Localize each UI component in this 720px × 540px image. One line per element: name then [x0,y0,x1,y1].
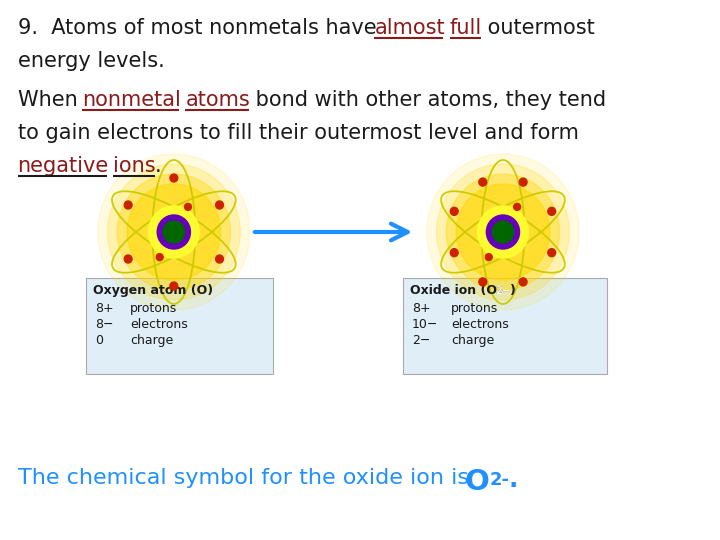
Circle shape [487,215,520,249]
Text: .: . [509,468,518,492]
Text: charge: charge [130,334,173,347]
Circle shape [548,248,556,256]
Text: Oxide ion (O: Oxide ion (O [410,284,498,297]
Circle shape [107,164,240,300]
Circle shape [170,282,178,290]
Text: 8+: 8+ [95,302,113,315]
Circle shape [427,154,579,310]
Text: O: O [465,468,490,496]
Circle shape [117,174,230,290]
Text: atoms: atoms [186,90,250,110]
Circle shape [485,254,492,261]
Circle shape [127,184,221,280]
Text: electrons: electrons [451,318,509,331]
Circle shape [446,174,559,290]
Text: 8+: 8+ [412,302,431,315]
Text: full: full [450,18,482,38]
Circle shape [492,221,513,243]
Circle shape [513,204,521,211]
FancyArrowPatch shape [255,224,408,240]
FancyBboxPatch shape [403,278,608,374]
Text: ions: ions [113,156,156,176]
Circle shape [156,254,163,261]
Text: charge: charge [451,334,495,347]
Circle shape [170,174,178,182]
Circle shape [548,207,556,215]
Text: 2-: 2- [490,471,509,489]
Text: nonmetal: nonmetal [82,90,181,110]
Text: 8−: 8− [95,318,113,331]
Circle shape [125,255,132,263]
Circle shape [450,248,458,256]
Text: 9.  Atoms of most nonmetals have: 9. Atoms of most nonmetals have [17,18,383,38]
FancyBboxPatch shape [86,278,274,374]
Text: outermost: outermost [481,18,595,38]
Text: The chemical symbol for the oxide ion is: The chemical symbol for the oxide ion is [17,468,476,488]
Text: 2−: 2− [412,334,431,347]
Text: 0: 0 [95,334,103,347]
Circle shape [479,278,487,286]
Circle shape [157,215,191,249]
Circle shape [125,201,132,209]
Circle shape [184,204,192,211]
Text: bond with other atoms, they tend: bond with other atoms, they tend [248,90,606,110]
Text: .: . [155,156,161,176]
Text: almost: almost [374,18,445,38]
Circle shape [148,206,199,258]
Text: to gain electrons to fill their outermost level and form: to gain electrons to fill their outermos… [17,123,578,143]
Circle shape [456,184,550,280]
Text: negative: negative [17,156,109,176]
Circle shape [215,201,223,209]
Text: When: When [17,90,84,110]
Circle shape [98,154,250,310]
Circle shape [215,255,223,263]
Text: 2−: 2− [495,286,510,296]
Circle shape [477,206,528,258]
Circle shape [436,164,570,300]
Text: Oxygen atom (O): Oxygen atom (O) [93,284,213,297]
Circle shape [519,278,527,286]
Text: 10−: 10− [412,318,438,331]
Circle shape [450,207,458,215]
Text: electrons: electrons [130,318,188,331]
Text: ): ) [510,284,516,297]
Text: protons: protons [130,302,177,315]
Text: energy levels.: energy levels. [17,51,164,71]
Text: 2−: 2− [495,286,510,296]
Text: protons: protons [451,302,498,315]
Circle shape [163,221,184,243]
Circle shape [479,178,487,186]
Circle shape [519,178,527,186]
